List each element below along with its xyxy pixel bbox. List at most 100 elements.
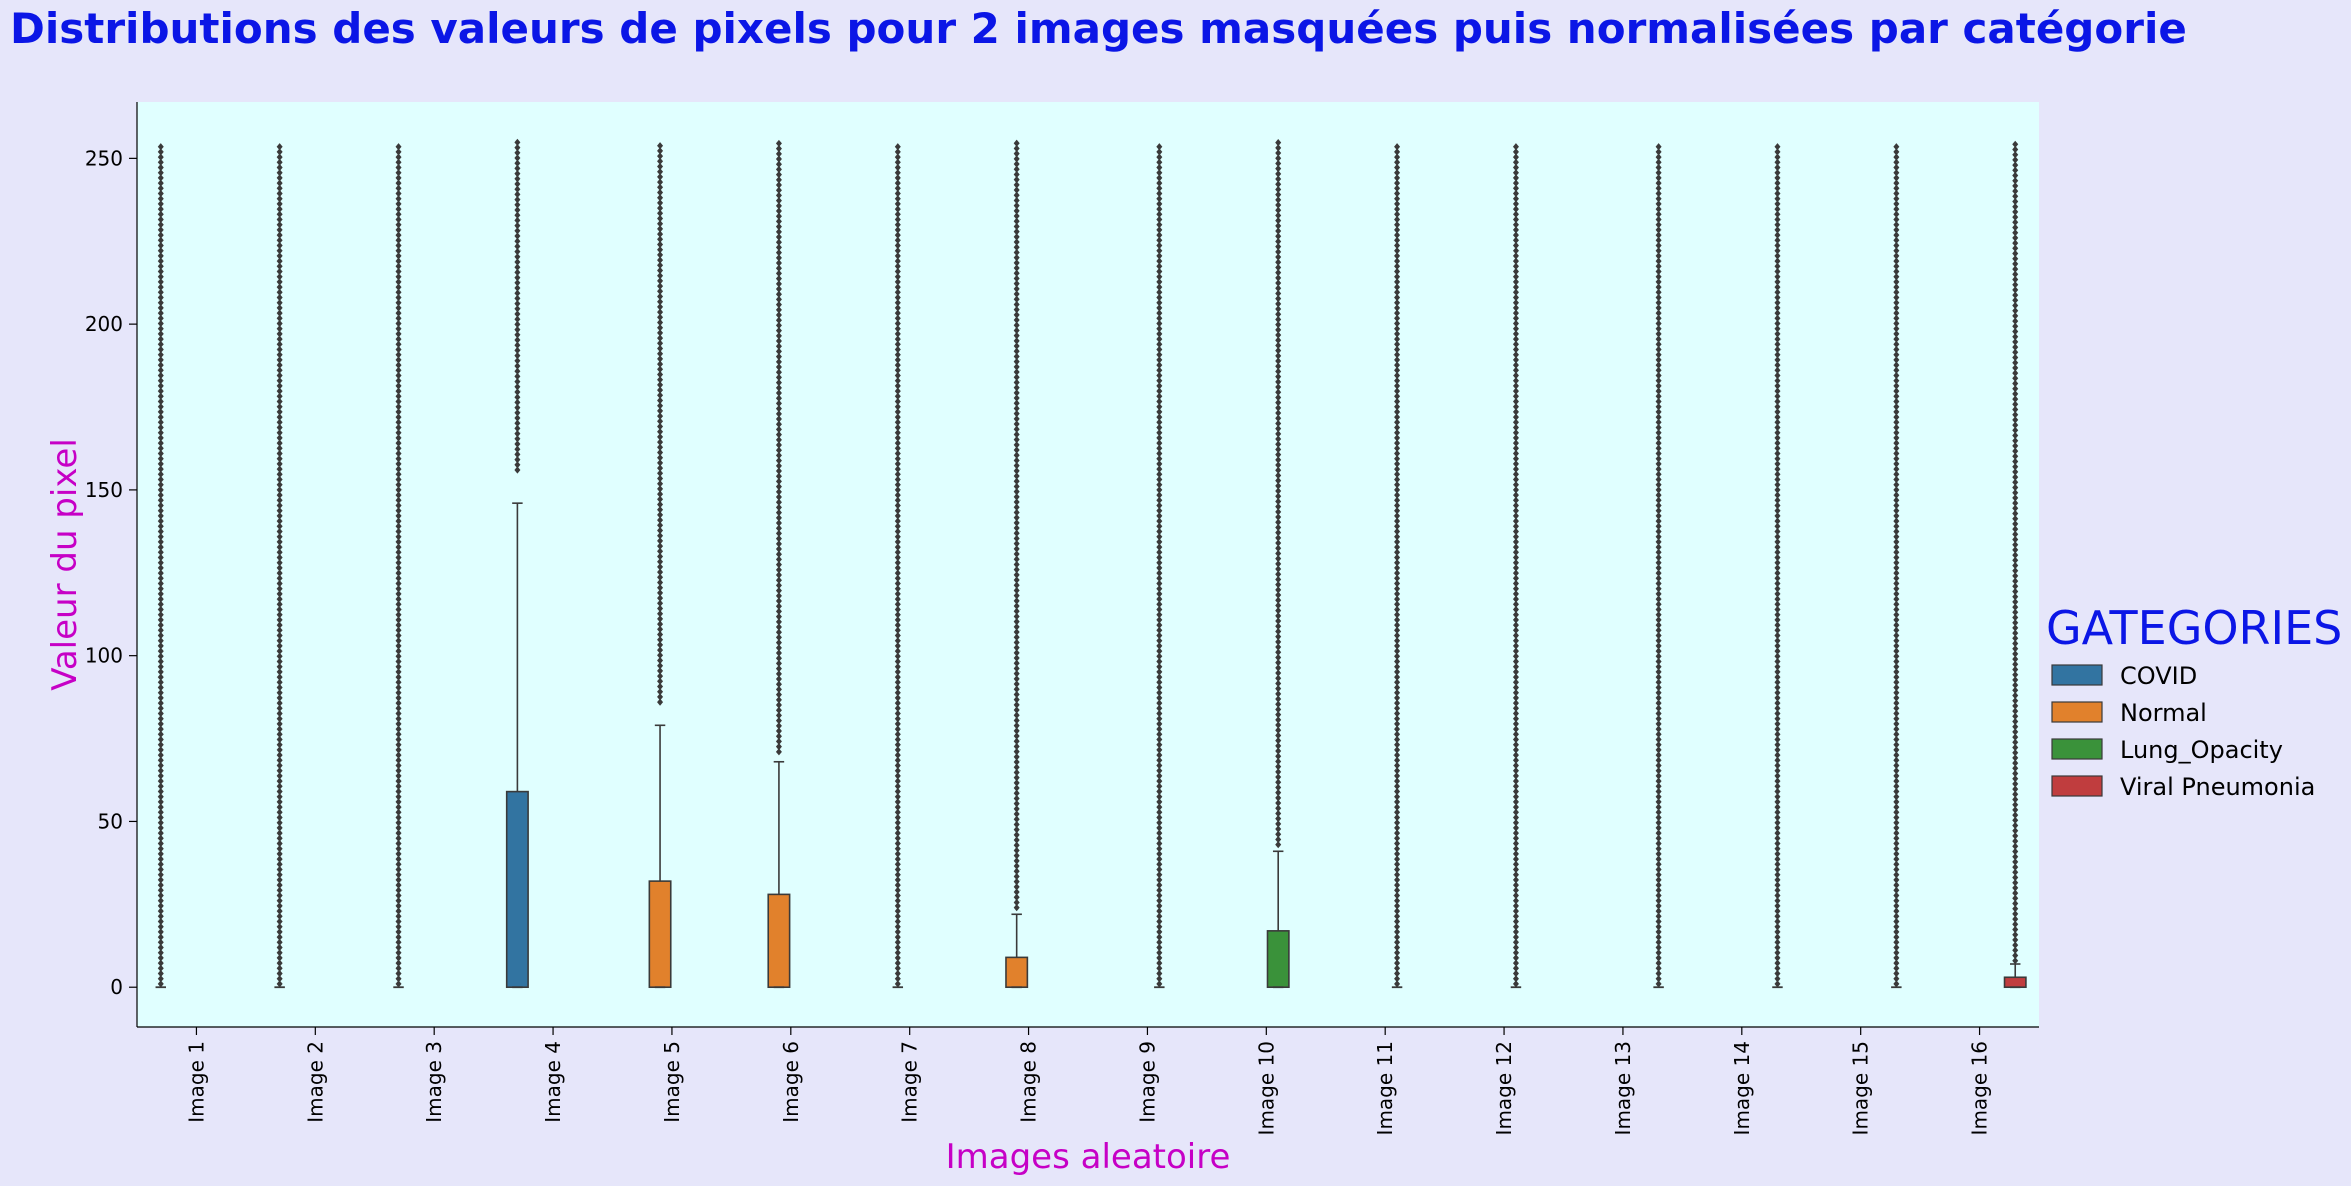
outlier-point [1275,279,1282,287]
outlier-point [276,449,283,458]
outlier-point [1512,543,1519,551]
outlier-point [657,490,664,498]
outlier-point [1512,938,1519,946]
outlier-point [514,352,521,360]
outlier-point [894,403,901,411]
outlier-point [157,975,164,983]
outlier-point [1275,778,1282,786]
outlier-point [276,553,283,562]
outlier-point [2012,941,2019,949]
outlier-point [1512,699,1519,707]
outlier-point [157,600,164,608]
outlier-point [1394,871,1401,879]
outlier-point [1275,263,1282,272]
outlier-point [157,200,164,208]
outlier-point [395,772,402,780]
outlier-point [1512,652,1519,660]
outlier-point [157,496,164,504]
outlier-point [1394,564,1401,572]
outlier-point [1512,923,1519,931]
outlier-point [157,943,164,952]
outlier-point [1156,174,1163,182]
outlier-point [1774,231,1781,239]
outlier-point [1774,850,1781,858]
outlier-point [1655,798,1662,806]
outlier-point [1774,163,1781,172]
outlier-point [894,876,901,884]
outlier-point [1013,337,1020,345]
outlier-point [775,483,782,491]
outlier-point [1275,399,1282,407]
outlier-point [894,335,901,343]
outlier-point [157,928,164,936]
outlier-point [775,176,782,184]
outlier-point [1893,897,1900,905]
outlier-point [1156,917,1163,926]
outlier-point [894,652,901,660]
outlier-point [514,175,521,183]
outlier-point [1275,596,1282,604]
outlier-point [1893,585,1900,593]
outlier-point [1774,730,1781,738]
box-image-4 [505,138,529,989]
outlier-point [2012,442,2019,450]
outlier-point [1655,647,1662,655]
outlier-point [2012,879,2019,887]
outlier-point [276,933,283,941]
outlier-point [514,326,521,334]
outlier-point [157,387,164,395]
outlier-point [894,512,901,520]
legend-swatch [2051,738,2103,760]
outlier-point [1394,184,1401,192]
outlier-point [395,964,402,972]
outlier-point [1512,527,1519,536]
outlier-point [1774,637,1781,645]
outlier-point [1394,876,1401,884]
outlier-point [276,517,283,525]
outlier-point [157,408,164,416]
outlier-point [657,589,664,597]
outlier-point [1394,860,1401,868]
outlier-point [395,330,402,338]
outlier-point [1156,361,1163,369]
outlier-point [1275,601,1282,610]
outlier-point [1893,600,1900,608]
outlier-point [276,288,283,296]
outlier-point [1013,529,1020,537]
outlier-point [1655,761,1662,770]
outlier-point [1275,529,1282,537]
outlier-point [157,184,164,192]
outlier-point [2012,177,2019,185]
outlier-point [276,595,283,603]
outlier-point [2012,889,2019,897]
outlier-point [1893,559,1900,567]
outlier-point [157,720,164,728]
outlier-point [894,153,901,161]
outlier-point [1156,678,1163,686]
outlier-point [514,232,521,240]
outlier-point [157,891,164,900]
outlier-point [1512,345,1519,354]
outlier-point [395,366,402,374]
outlier-point [1275,466,1282,474]
outlier-point [514,159,521,167]
outlier-point [1394,569,1401,577]
outlier-point [2012,489,2019,497]
outlier-point [1893,481,1900,489]
outlier-point [1655,590,1662,598]
outlier-point [1394,761,1401,770]
outlier-point [1774,865,1781,874]
outlier-point [1156,933,1163,941]
outlier-point [395,907,402,915]
outlier-point [1655,850,1662,858]
outlier-point [1893,408,1900,416]
outlier-point [1275,757,1282,766]
outlier-point [276,200,283,208]
outlier-point [1512,886,1519,894]
outlier-point [1394,642,1401,650]
outlier-point [1156,564,1163,572]
x-axis-label: Images aleatoire [946,1137,1231,1177]
outlier-point [2012,239,2019,247]
outlier-point [894,423,901,432]
outlier-point [1655,813,1662,822]
